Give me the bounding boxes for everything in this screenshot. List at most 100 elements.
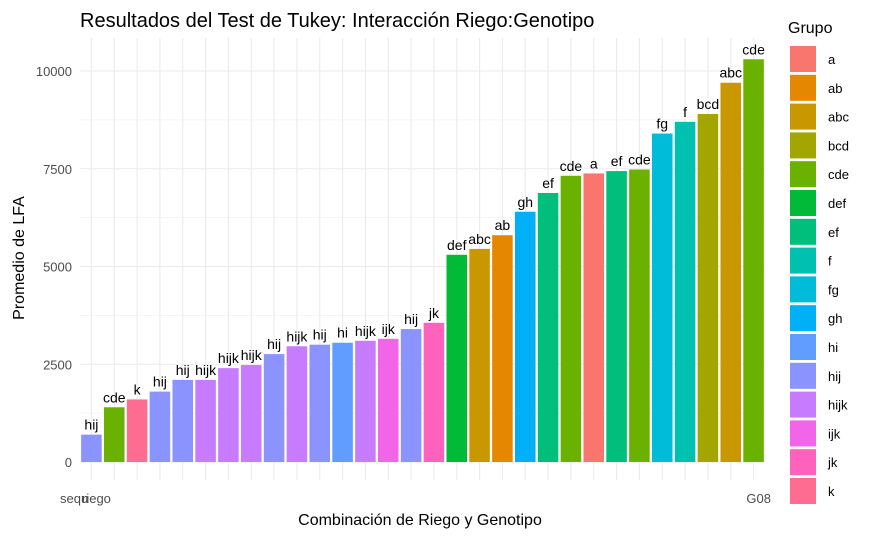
bar-data-label: bcd	[697, 96, 720, 112]
bar-data-label: hijk	[355, 323, 377, 339]
legend-label: hi	[828, 340, 838, 355]
bar	[240, 365, 262, 462]
bar-data-label: cde	[628, 152, 651, 168]
legend-title: Grupo	[788, 20, 833, 37]
bar-data-label: a	[590, 155, 598, 171]
bar-data-label: gh	[517, 194, 533, 210]
bar	[377, 338, 399, 462]
bar	[195, 379, 216, 462]
bar-data-label: ijk	[382, 321, 396, 337]
legend-label: abc	[828, 110, 849, 125]
legend-label: hijk	[828, 398, 848, 413]
bar-data-label: hij	[404, 311, 418, 327]
bar	[743, 59, 764, 463]
bar-data-label: hij	[267, 336, 281, 352]
legend-label: jk	[827, 455, 838, 470]
legend-swatch	[790, 247, 816, 274]
bar-data-label: cde	[560, 158, 583, 174]
legend-label: k	[828, 484, 835, 499]
bar-data-label: hij	[153, 374, 167, 390]
legend-swatch	[790, 334, 816, 360]
bar-data-label: jk	[428, 305, 440, 321]
legend-swatch	[790, 218, 816, 245]
x-tick-label: riego	[82, 491, 111, 506]
bar	[423, 322, 445, 462]
legend-swatch	[790, 161, 816, 188]
legend-swatch	[790, 305, 816, 332]
bar-data-label: k	[134, 381, 142, 397]
legend-label: fg	[828, 282, 839, 297]
legend-label: ef	[828, 225, 839, 240]
legend-label: ijk	[828, 426, 841, 441]
bar-data-label: ab	[495, 217, 511, 233]
legend-swatch	[790, 132, 816, 159]
bar-data-label: def	[447, 237, 467, 253]
y-tick-label: 5000	[43, 260, 72, 275]
bar	[697, 114, 719, 462]
bar-data-label: hijk	[218, 350, 240, 366]
bar	[172, 379, 194, 462]
bar-data-label: ef	[542, 175, 554, 191]
legend-label: gh	[828, 311, 842, 326]
bar	[537, 192, 559, 462]
y-tick-label: 10000	[36, 64, 72, 79]
bar-data-label: hij	[176, 362, 190, 378]
legend-swatch	[790, 74, 816, 101]
y-tick-label: 2500	[43, 357, 72, 372]
bar-data-label: ef	[611, 153, 623, 169]
legend-swatch	[790, 276, 816, 303]
y-axis-label: Promedio de LFA	[11, 196, 28, 320]
y-axis: 0 2500 5000 7500 10000	[36, 64, 72, 470]
bar	[583, 173, 605, 462]
bar	[720, 82, 742, 462]
legend-label: hij	[828, 369, 841, 384]
y-tick-label: 0	[65, 455, 72, 470]
y-tick-label: 7500	[43, 162, 72, 177]
legend: Grupo a ab abc bcd cde def ef f fg gh hi hij hijk ijk j…	[788, 20, 849, 504]
bar	[149, 391, 171, 462]
bar	[81, 434, 102, 462]
bar	[606, 171, 627, 462]
bar	[446, 254, 468, 462]
legend-swatch	[790, 46, 816, 72]
bar-data-label: hijk	[286, 328, 308, 344]
legend-swatch	[790, 391, 816, 418]
bar	[126, 399, 148, 462]
bar	[355, 340, 376, 462]
legend-label: a	[828, 52, 836, 67]
bar-data-label: abc	[719, 65, 742, 81]
bar	[218, 368, 239, 462]
bar	[103, 407, 125, 462]
bar	[286, 346, 308, 462]
bar-data-label: hijk	[195, 362, 217, 378]
legend-label: ab	[828, 81, 842, 96]
legend-swatch	[790, 190, 816, 216]
bar	[674, 121, 696, 462]
bar	[514, 211, 536, 462]
legend-label: f	[828, 254, 832, 269]
legend-label: cde	[828, 167, 849, 182]
bar-data-label: abc	[468, 231, 491, 247]
bar	[263, 354, 285, 462]
bar-data-label: fg	[656, 116, 668, 132]
chart-title: Resultados del Test de Tukey: Interacció…	[80, 10, 594, 32]
bar	[309, 344, 331, 462]
bar	[400, 329, 422, 462]
bar	[469, 248, 490, 462]
legend-label: def	[828, 196, 846, 211]
bar-data-label: cde	[103, 389, 126, 405]
legend-swatch	[790, 449, 816, 476]
x-tick-label: sequ	[60, 491, 88, 506]
bar	[492, 235, 513, 462]
bar	[332, 342, 353, 462]
legend-swatch	[790, 103, 816, 130]
bar-data-label: hij	[84, 417, 98, 433]
bar	[560, 175, 582, 462]
x-tick-label: G08	[746, 491, 771, 506]
bar-data-label: cde	[742, 41, 765, 57]
x-axis-label: Combinación de Riego y Genotipo	[298, 512, 542, 529]
bar	[651, 133, 673, 462]
